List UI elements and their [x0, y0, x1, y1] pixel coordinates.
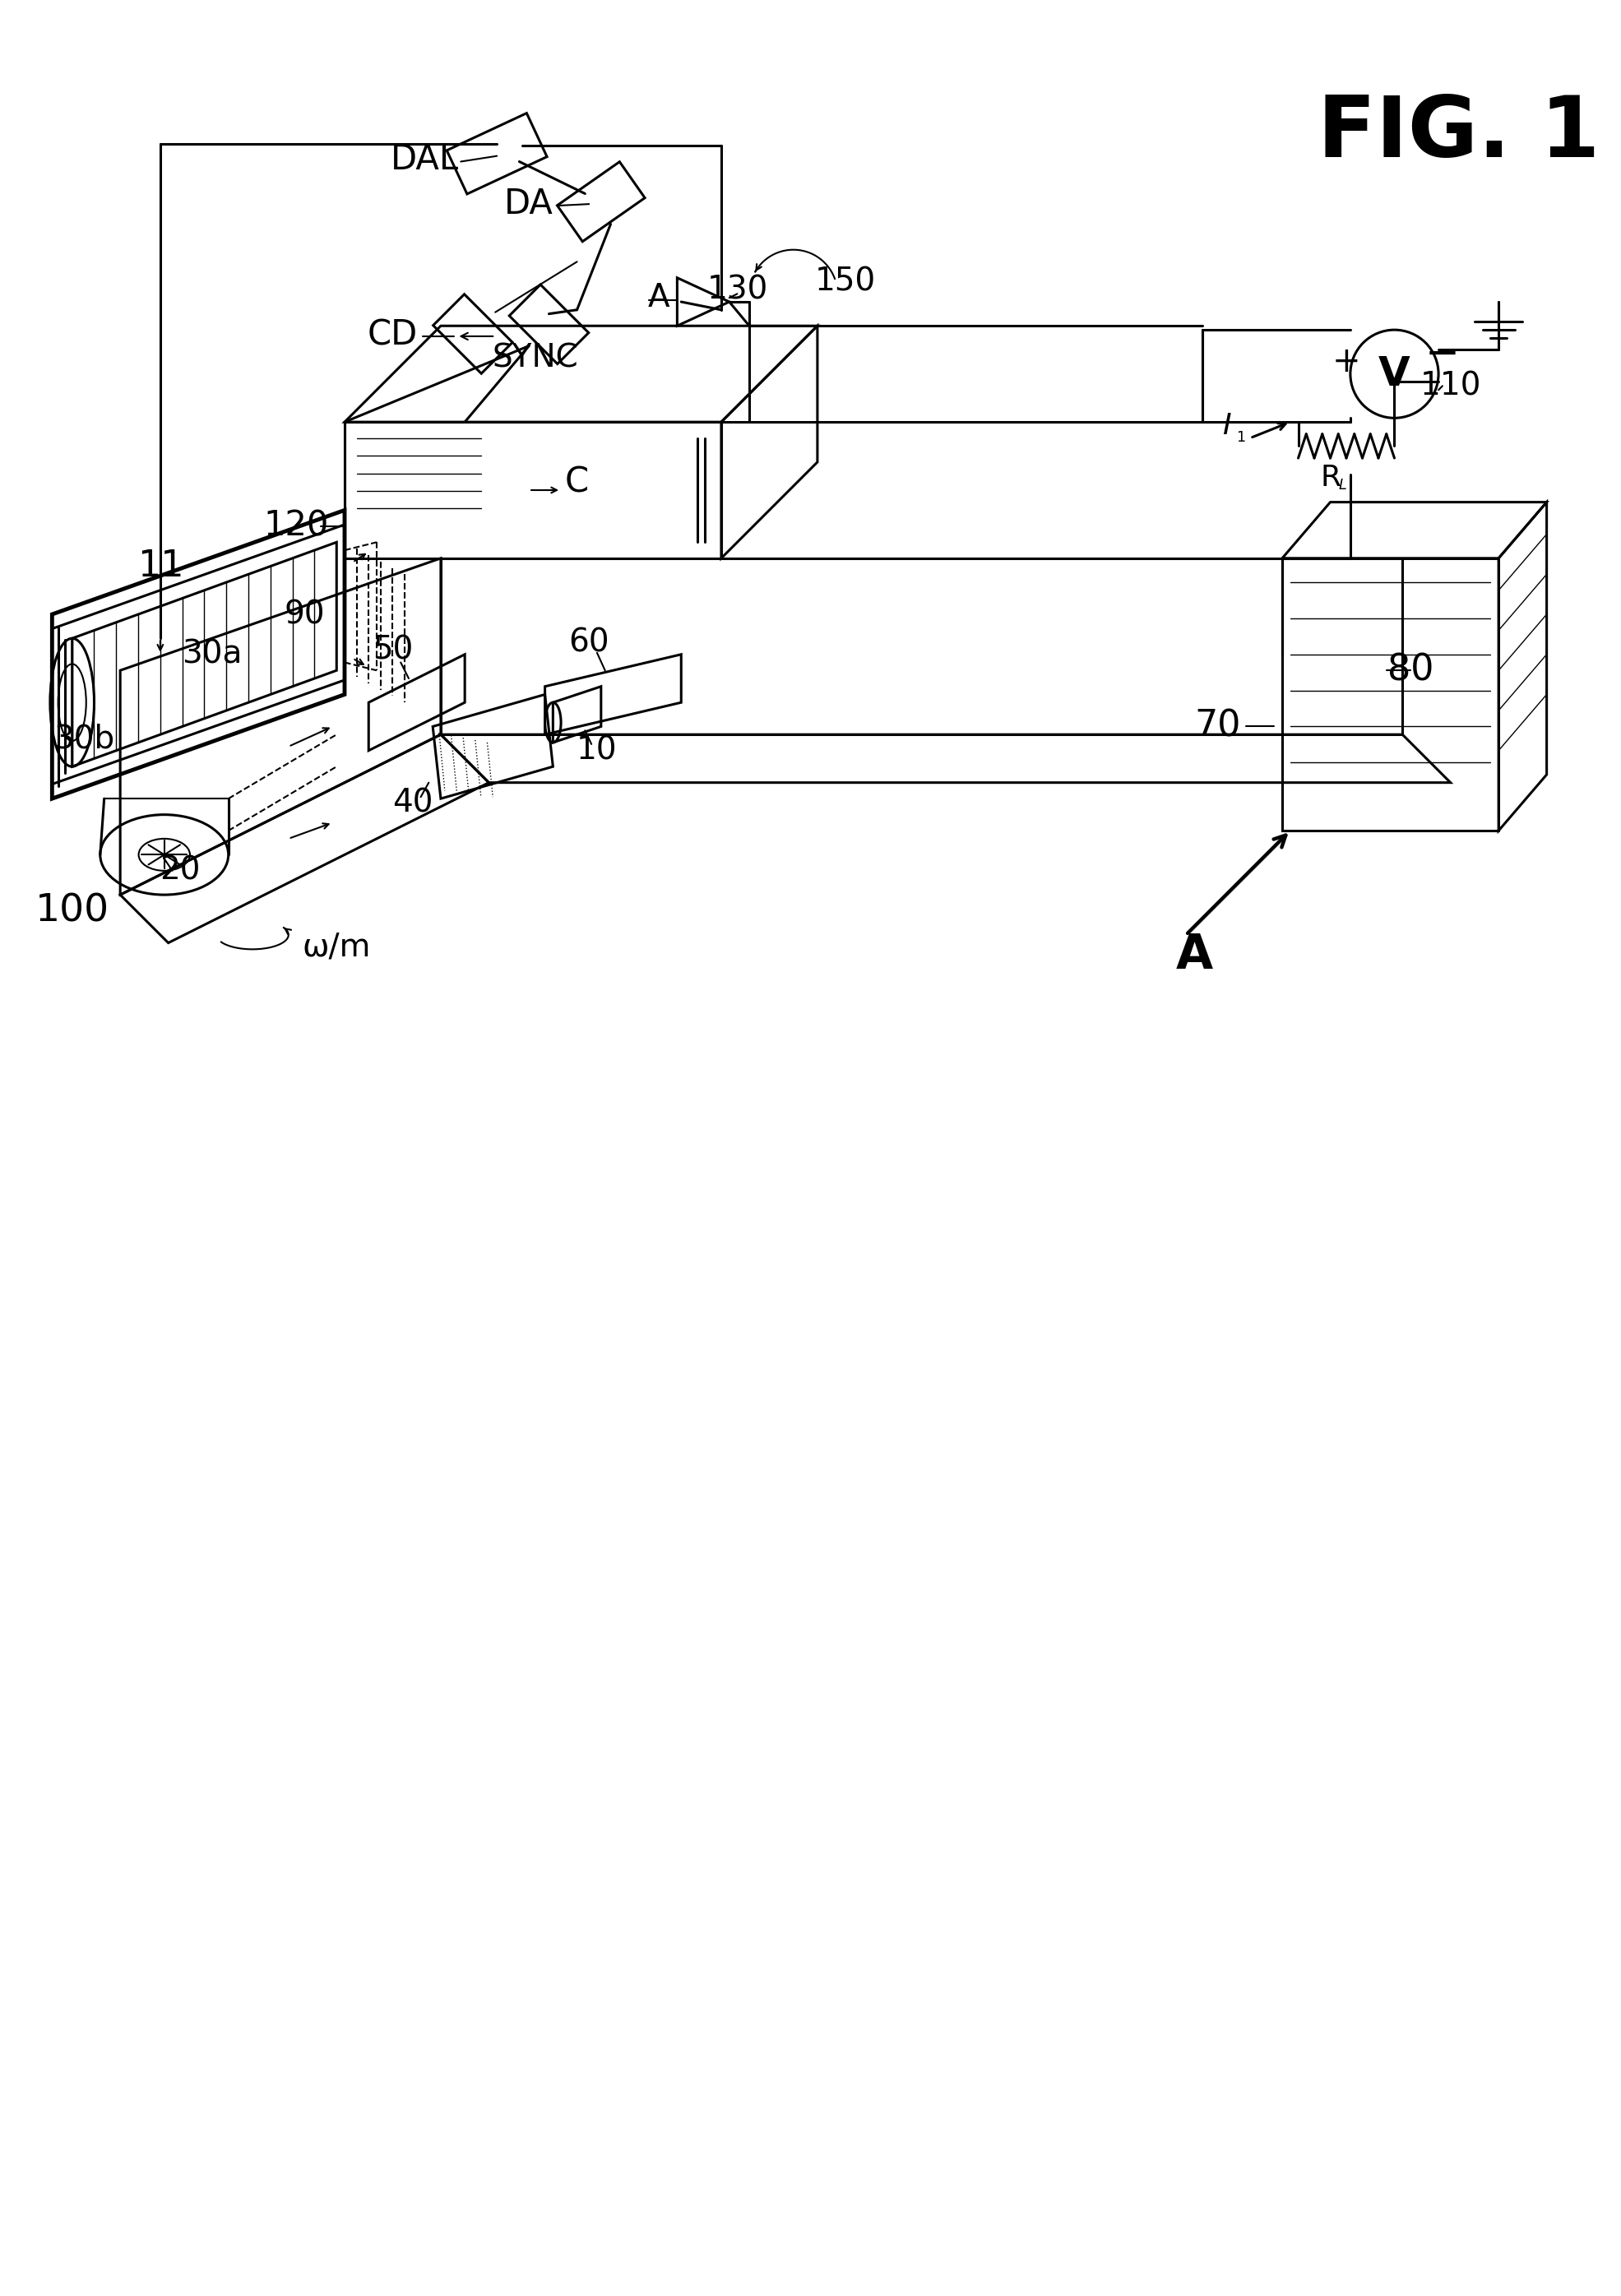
Text: 60: 60	[569, 627, 609, 659]
Text: 40: 40	[392, 788, 433, 817]
Text: I: I	[1222, 411, 1230, 441]
Text: 90: 90	[284, 599, 324, 629]
Text: ω/m: ω/m	[302, 932, 371, 962]
Text: DA: DA	[504, 186, 553, 220]
Text: 80: 80	[1388, 652, 1433, 689]
Text: A: A	[1175, 932, 1213, 978]
Text: 10: 10	[577, 735, 618, 767]
Text: CD: CD	[368, 319, 418, 354]
Text: V: V	[1378, 354, 1410, 393]
Text: +: +	[1332, 344, 1360, 379]
Text: 130: 130	[707, 273, 768, 305]
Text: $_L$: $_L$	[1337, 473, 1347, 491]
Text: DAL: DAL	[391, 142, 459, 177]
Text: $_1$: $_1$	[1235, 425, 1245, 443]
Text: 50: 50	[373, 634, 413, 666]
Text: 150: 150	[815, 266, 875, 298]
Text: FIG. 1: FIG. 1	[1318, 92, 1600, 174]
Text: 11: 11	[138, 549, 183, 583]
Text: 30a: 30a	[182, 638, 243, 670]
Text: 20: 20	[160, 854, 201, 886]
Text: C: C	[566, 464, 588, 501]
Text: SYNC: SYNC	[493, 342, 579, 374]
Text: 120: 120	[264, 510, 329, 544]
Text: −: −	[1425, 335, 1459, 374]
Text: 110: 110	[1420, 370, 1482, 402]
Text: 30b: 30b	[53, 723, 115, 753]
Text: A: A	[648, 282, 669, 315]
Text: 100: 100	[36, 893, 109, 930]
Text: 70: 70	[1195, 709, 1242, 744]
Text: R: R	[1319, 464, 1341, 491]
